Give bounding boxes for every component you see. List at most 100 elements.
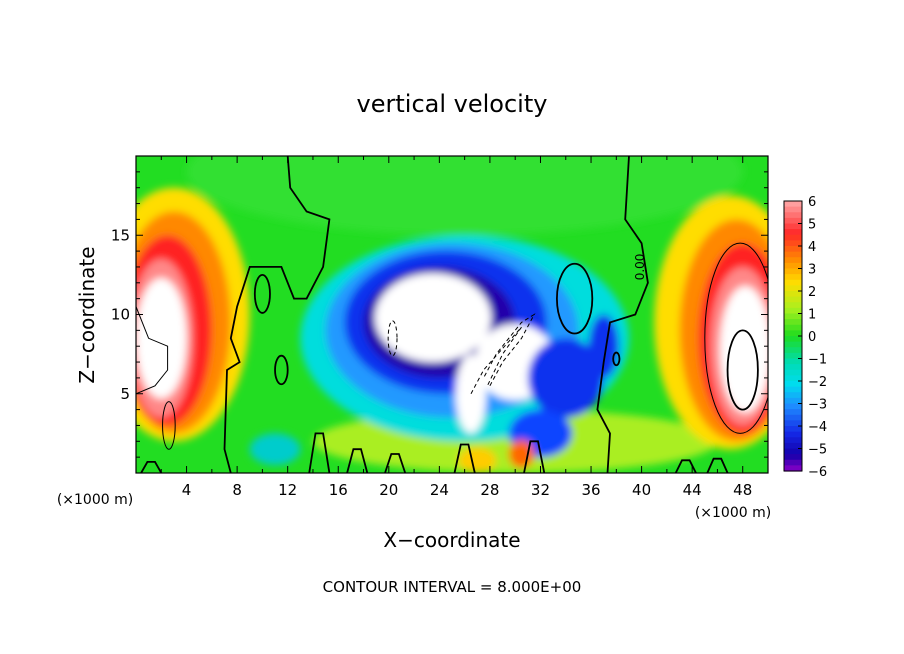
colorbar-segment bbox=[784, 302, 802, 309]
x-tick-label: 32 bbox=[531, 481, 550, 499]
zero-contour-loop bbox=[253, 273, 271, 314]
y-axis: 5 10 15 bbox=[111, 171, 768, 458]
colorbar-segment bbox=[784, 307, 802, 315]
colorbar-segment bbox=[784, 324, 802, 331]
colorbar-segment bbox=[784, 409, 802, 416]
colorbar-segment bbox=[784, 262, 802, 270]
colorbar-label: −5 bbox=[808, 443, 827, 458]
colorbar-label: 6 bbox=[808, 195, 816, 210]
colorbar-segment bbox=[784, 229, 802, 236]
x-tick-label: 48 bbox=[733, 481, 752, 499]
x-tick-label: 36 bbox=[581, 481, 600, 499]
zero-contour-bump bbox=[706, 457, 729, 473]
colorbar-label: −3 bbox=[808, 398, 827, 413]
colorbar-label: −4 bbox=[808, 420, 827, 435]
colorbar-label: −2 bbox=[808, 375, 827, 390]
negative-contour bbox=[387, 320, 398, 357]
colorbar-label: −6 bbox=[808, 465, 827, 480]
colorbar-segment bbox=[784, 240, 802, 247]
colorbar-label: 3 bbox=[808, 263, 816, 278]
positive-contour bbox=[136, 306, 169, 395]
x-tick-label: 40 bbox=[632, 481, 651, 499]
x-tick-label: 24 bbox=[430, 481, 449, 499]
colorbar-segment bbox=[784, 459, 802, 466]
x-tick-label: 8 bbox=[232, 481, 242, 499]
field-blob bbox=[458, 447, 497, 473]
colorbar-label: 4 bbox=[808, 240, 816, 255]
colorbar-segment bbox=[784, 426, 802, 433]
colorbar-segment bbox=[784, 381, 802, 388]
field-blob bbox=[374, 273, 492, 363]
positive-contour bbox=[162, 401, 176, 450]
colorbar-segment bbox=[784, 246, 802, 253]
colorbar-segment bbox=[784, 234, 802, 241]
x-tick-label: 44 bbox=[683, 481, 702, 499]
colorbar-segment bbox=[784, 442, 802, 450]
colorbar-segment bbox=[784, 386, 802, 393]
colorbar-segment bbox=[784, 313, 802, 320]
colorbar-segment bbox=[784, 223, 802, 230]
colorbar-label: 2 bbox=[808, 285, 816, 300]
colorbar-label: 0 bbox=[808, 330, 816, 345]
colorbar-segment bbox=[784, 358, 802, 365]
colorbar-segment bbox=[784, 375, 802, 382]
colorbar-segment bbox=[784, 347, 802, 354]
colorbar-segment bbox=[784, 291, 802, 298]
x-axis: 4 8 12 16 20 24 28 32 36 40 44 48 bbox=[160, 156, 752, 499]
zero-contour-loop bbox=[556, 262, 594, 335]
x-tick-label: 4 bbox=[182, 481, 192, 499]
contour-label: 0.00 bbox=[633, 254, 647, 281]
x-unit-label-right: (×1000 m) bbox=[695, 505, 771, 521]
colorbar-segment bbox=[784, 268, 802, 275]
colorbar-segment bbox=[784, 414, 802, 421]
y-tick-label: 15 bbox=[111, 226, 130, 244]
negative-contour bbox=[483, 313, 536, 387]
field-blob bbox=[136, 278, 187, 399]
field-blob bbox=[508, 439, 535, 469]
colorbar: 6 5 4 3 2 1 0 −1 −2 −3 −4 −5 −6 bbox=[783, 195, 827, 480]
zero-contour-left bbox=[223, 156, 331, 473]
zero-contour-loop bbox=[274, 354, 289, 386]
zero-contour-loop bbox=[612, 351, 621, 367]
zero-contour-bump bbox=[384, 453, 407, 473]
colorbar-segment bbox=[784, 279, 802, 286]
colorbar-label: −1 bbox=[808, 353, 827, 368]
negative-contour bbox=[470, 326, 522, 395]
colorbar-segment bbox=[784, 431, 802, 438]
colorbar-segment bbox=[784, 403, 802, 410]
colorbar-label: 1 bbox=[808, 308, 816, 323]
colorbar-segment bbox=[784, 201, 802, 208]
plot-area: 0.00 bbox=[136, 156, 768, 473]
colorbar-segment bbox=[784, 437, 802, 444]
contour-interval-text: CONTOUR INTERVAL = 8.000E+00 bbox=[323, 578, 582, 596]
colorbar-segment bbox=[784, 364, 802, 371]
positive-contour bbox=[726, 329, 759, 411]
x-tick-label: 28 bbox=[480, 481, 499, 499]
colorbar-segment bbox=[784, 319, 802, 326]
y-tick-label: 5 bbox=[120, 385, 130, 403]
field-blob bbox=[249, 433, 301, 466]
colorbar-segment bbox=[784, 285, 802, 292]
colorbar-segment bbox=[784, 217, 802, 225]
colorbar-segment bbox=[784, 251, 802, 258]
positive-contour bbox=[704, 242, 768, 434]
colorbar-label: 5 bbox=[808, 218, 816, 233]
x-unit-label-left: (×1000 m) bbox=[57, 492, 133, 508]
zero-contour-bump bbox=[140, 461, 163, 473]
colorbar-segment bbox=[784, 296, 802, 303]
colorbar-segment bbox=[784, 336, 802, 343]
colorbar-segment bbox=[784, 448, 802, 455]
chart-title: vertical velocity bbox=[357, 90, 548, 118]
x-tick-label: 20 bbox=[379, 481, 398, 499]
colorbar-segment bbox=[784, 352, 802, 360]
zero-contour-bump bbox=[523, 440, 546, 473]
colorbar-segment bbox=[784, 330, 802, 337]
velocity-field bbox=[136, 156, 768, 473]
zero-contour-right bbox=[596, 156, 649, 473]
colorbar-segment bbox=[784, 257, 802, 264]
x-tick-label: 12 bbox=[278, 481, 297, 499]
field-blob bbox=[588, 314, 619, 378]
x-tick-label: 16 bbox=[329, 481, 348, 499]
field-blob bbox=[527, 338, 604, 418]
